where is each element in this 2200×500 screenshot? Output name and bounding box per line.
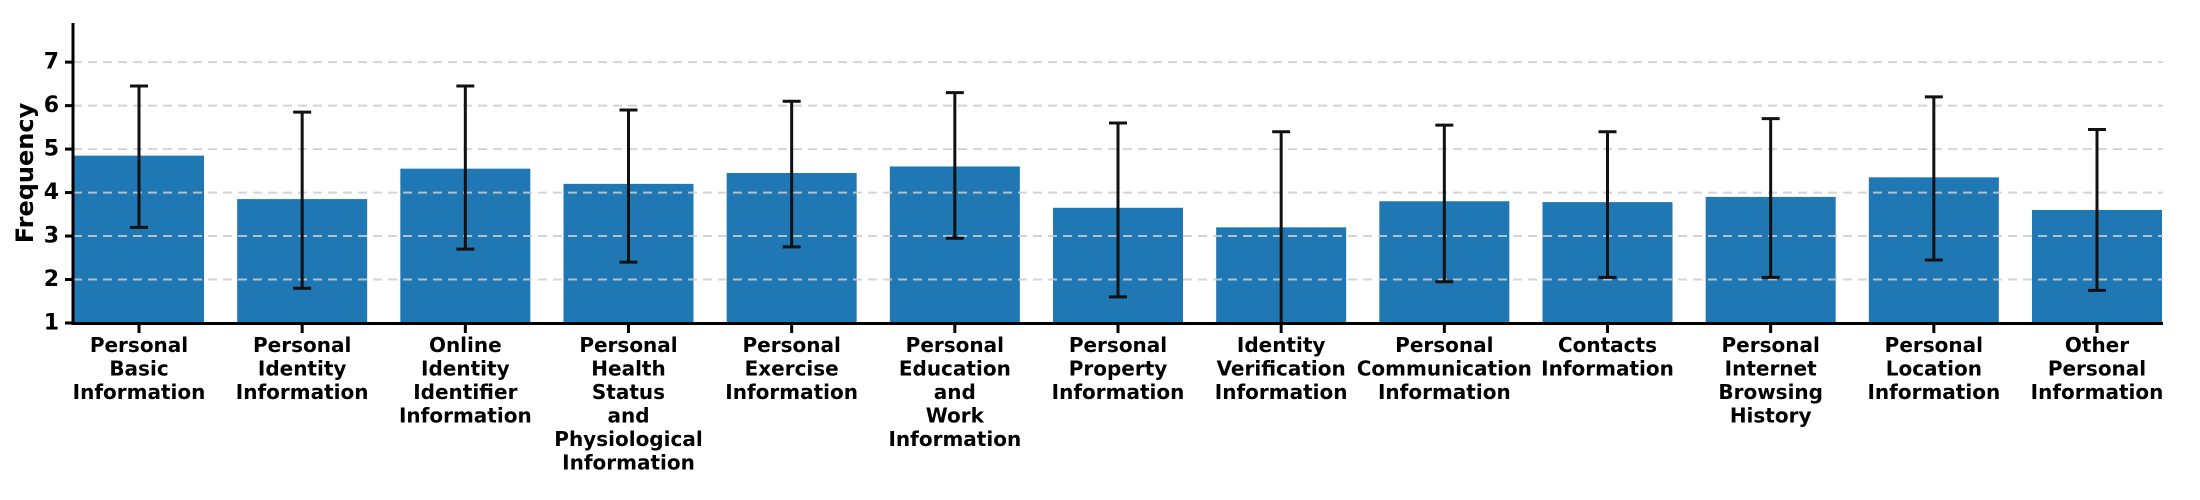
y-tick-label: 1 xyxy=(44,311,59,336)
x-tick-label: Personal Health Status and Physiological Info… xyxy=(554,333,702,475)
y-tick-label: 2 xyxy=(44,267,59,292)
x-tick-label: Personal Internet Browsing History xyxy=(1718,333,1823,428)
x-tick-label: Personal Location Information xyxy=(1867,333,2000,404)
x-tick-label: Personal Identity Information xyxy=(236,333,369,404)
y-tick-label: 5 xyxy=(44,137,59,162)
x-tick-label: Personal Communication Information xyxy=(1357,333,1532,404)
x-tick-label: Identity Verification Information xyxy=(1215,333,1348,404)
y-axis-label: Frequency xyxy=(11,102,39,243)
x-tick-label: Personal Property Information xyxy=(1052,333,1185,404)
y-tick-label: 7 xyxy=(44,50,59,75)
x-tick-label: Personal Education and Work Information xyxy=(888,333,1021,451)
y-tick-label: 3 xyxy=(44,224,59,249)
y-tick-label: 6 xyxy=(44,93,59,118)
x-tick-label: Online Identity Identifier Information xyxy=(399,333,532,428)
y-tick-label: 4 xyxy=(44,180,59,205)
x-tick-label: Other Personal Information xyxy=(2031,333,2164,404)
x-tick-label: Contacts Information xyxy=(1541,333,1674,381)
x-tick-label: Personal Basic Information xyxy=(73,333,206,404)
x-tick-label: Personal Exercise Information xyxy=(725,333,858,404)
